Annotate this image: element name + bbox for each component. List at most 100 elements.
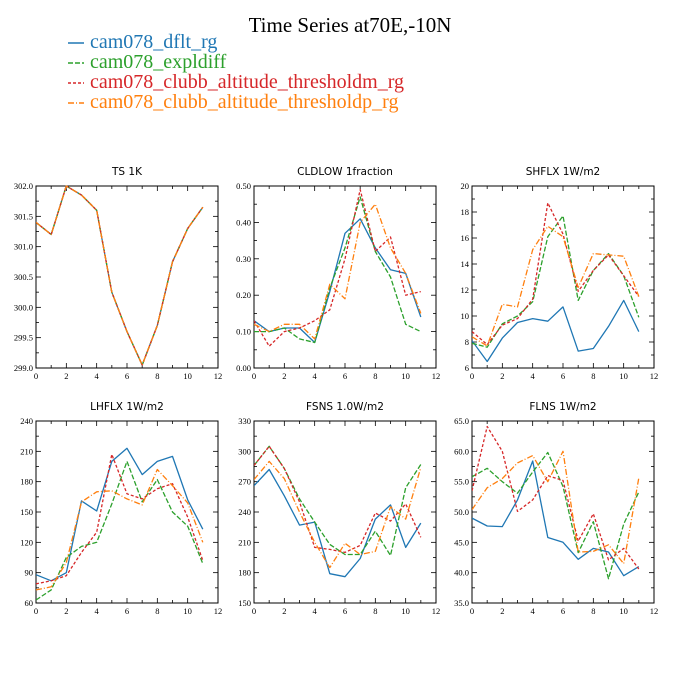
series-line — [472, 451, 640, 580]
x-tick-label: 4 — [313, 371, 318, 381]
series-line — [472, 460, 640, 577]
x-tick-label: 2 — [64, 606, 68, 616]
x-tick-label: 8 — [373, 371, 377, 381]
x-tick-label: 8 — [591, 371, 595, 381]
y-tick-label: 0.20 — [236, 290, 251, 300]
x-tick-label: 12 — [432, 606, 441, 616]
x-tick-label: 6 — [561, 371, 565, 381]
x-tick-label: 6 — [343, 371, 347, 381]
y-tick-label: 210 — [20, 446, 33, 456]
y-tick-label: 300.5 — [14, 272, 33, 282]
x-tick-label: 10 — [401, 606, 410, 616]
series-line — [36, 185, 204, 366]
series-line — [472, 215, 640, 348]
legend: cam078_dflt_rgcam078_expldiffcam078_club… — [68, 31, 404, 113]
y-tick-label: 12 — [461, 285, 470, 295]
y-tick-label: 16 — [461, 233, 470, 243]
panel: FLNS 1W/m2 0 2 4 6 8 10 12 35.0 40.0 45.0 50.0 55.0 6… — [454, 401, 658, 616]
series-line — [36, 185, 204, 366]
panel-title: SHFLX 1W/m2 — [526, 166, 601, 178]
panel: FSNS 1.0W/m2 0 2 4 6 8 10 12 150 180 210 240 270 300 3… — [238, 401, 440, 616]
x-tick-label: 4 — [95, 606, 100, 616]
y-tick-label: 300.0 — [14, 302, 33, 312]
series-line — [254, 218, 422, 344]
legend-label: cam078_expldiff — [90, 51, 227, 73]
y-tick-label: 330 — [238, 416, 251, 426]
series-line — [254, 196, 422, 344]
series-line — [36, 460, 204, 601]
x-tick-label: 6 — [125, 371, 129, 381]
panel-title: LHFLX 1W/m2 — [90, 401, 164, 413]
series-line — [254, 445, 422, 554]
x-tick-label: 10 — [183, 371, 192, 381]
panels: TS 1K 0 2 4 6 8 10 12 299.0 299.5 300.0 300.5 301.0 3… — [14, 166, 658, 616]
y-tick-label: 302.0 — [14, 181, 33, 191]
y-tick-label: 18 — [461, 207, 470, 217]
legend-label: cam078_clubb_altitude_thresholdm_rg — [90, 71, 404, 93]
legend-label: cam078_dflt_rg — [90, 31, 217, 53]
y-tick-label: 65.0 — [454, 416, 469, 426]
y-tick-label: 35.0 — [454, 598, 469, 608]
y-tick-label: 0.50 — [236, 181, 251, 191]
series-line — [254, 203, 422, 340]
x-tick-label: 12 — [214, 606, 223, 616]
y-tick-label: 10 — [461, 311, 470, 321]
y-tick-label: 0.00 — [236, 363, 251, 373]
x-tick-label: 10 — [619, 606, 628, 616]
x-tick-label: 2 — [500, 371, 504, 381]
y-tick-label: 0.10 — [236, 327, 251, 337]
y-tick-label: 90 — [25, 568, 34, 578]
y-tick-label: 299.0 — [14, 363, 33, 373]
x-tick-label: 2 — [64, 371, 68, 381]
series-line — [36, 468, 204, 591]
series-line — [254, 445, 422, 557]
x-tick-label: 12 — [650, 371, 659, 381]
y-tick-label: 210 — [238, 537, 251, 547]
x-tick-label: 4 — [95, 371, 100, 381]
y-tick-label: 299.5 — [14, 333, 33, 343]
x-tick-label: 8 — [373, 606, 377, 616]
series-line — [36, 185, 204, 366]
x-tick-label: 2 — [282, 606, 286, 616]
y-tick-label: 55.0 — [454, 477, 469, 487]
x-tick-label: 0 — [34, 371, 38, 381]
series-line — [472, 425, 640, 570]
y-tick-label: 8 — [465, 337, 469, 347]
x-tick-label: 8 — [155, 371, 159, 381]
panel: CLDLOW 1fraction 0 2 4 6 8 10 12 0.00 0.10 0.20 0.3… — [236, 166, 440, 381]
series-line — [254, 468, 422, 578]
series-line — [472, 299, 640, 363]
y-tick-label: 60.0 — [454, 446, 469, 456]
x-tick-label: 10 — [401, 371, 410, 381]
y-tick-label: 150 — [20, 507, 33, 517]
x-tick-label: 6 — [125, 606, 129, 616]
series-line — [254, 460, 422, 569]
y-tick-label: 270 — [238, 477, 251, 487]
x-tick-label: 0 — [470, 606, 474, 616]
series-line — [36, 453, 204, 585]
y-tick-label: 60 — [25, 598, 34, 608]
x-tick-label: 6 — [561, 606, 565, 616]
y-tick-label: 240 — [20, 416, 33, 426]
series-line — [36, 447, 204, 582]
legend-label: cam078_clubb_altitude_thresholdp_rg — [90, 91, 398, 113]
figure-title: Time Series at70E,-10N — [249, 13, 452, 37]
x-tick-label: 0 — [470, 371, 474, 381]
y-tick-label: 180 — [238, 568, 251, 578]
y-tick-label: 180 — [20, 477, 33, 487]
series-line — [472, 225, 640, 347]
x-tick-label: 0 — [252, 371, 256, 381]
x-tick-label: 0 — [34, 606, 38, 616]
x-tick-label: 12 — [432, 371, 441, 381]
x-tick-label: 12 — [650, 606, 659, 616]
plot-frame — [35, 185, 219, 369]
y-tick-label: 301.5 — [14, 211, 33, 221]
x-tick-label: 12 — [214, 371, 223, 381]
y-tick-label: 120 — [20, 537, 33, 547]
series-line — [472, 202, 640, 346]
panel-title: FSNS 1.0W/m2 — [306, 401, 384, 413]
panel: LHFLX 1W/m2 0 2 4 6 8 10 12 60 90 120 150 180 210 240 — [20, 401, 222, 616]
y-tick-label: 301.0 — [14, 242, 33, 252]
series-line — [36, 185, 204, 366]
